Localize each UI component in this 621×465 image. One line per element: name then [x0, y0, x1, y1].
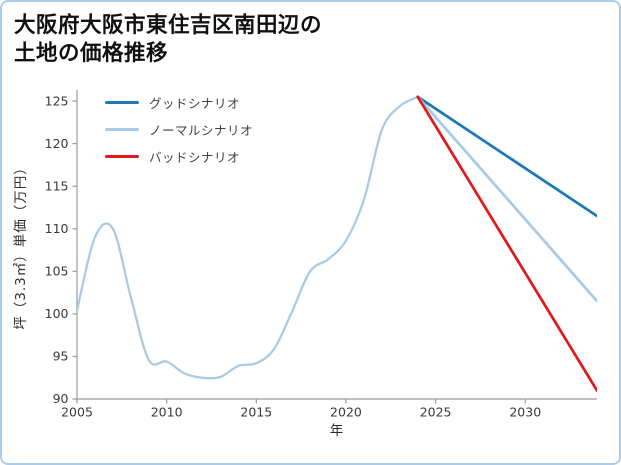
series-line-good-scenario	[416, 95, 597, 218]
y-axis-label: 坪（3.3㎡）単価（万円）	[13, 160, 29, 329]
legend-line-sample	[105, 155, 139, 158]
x-tick-label: 2010	[151, 405, 183, 420]
legend-line-sample	[105, 128, 139, 131]
y-tick-label: 125	[45, 93, 69, 108]
series-layer	[77, 95, 597, 392]
y-tick-label: 115	[45, 178, 69, 193]
series-line-history	[77, 95, 419, 380]
legend-line-sample	[105, 101, 139, 104]
legend-item: ノーマルシナリオ	[105, 121, 253, 138]
y-tick-label: 90	[53, 391, 69, 406]
legend-item: グッドシナリオ	[105, 94, 253, 111]
chart-title-line2: 土地の価格推移	[14, 40, 169, 66]
y-tick-label: 95	[53, 349, 69, 364]
chart-title: 大阪府大阪市東住吉区南田辺の 土地の価格推移	[14, 12, 322, 68]
series-line-bad-scenario	[416, 95, 597, 392]
series-line-normal-scenario	[416, 95, 597, 303]
y-tick-label: 120	[45, 136, 69, 151]
y-tick-label: 110	[45, 221, 69, 236]
chart-legend: グッドシナリオ ノーマルシナリオ バッドシナリオ	[105, 94, 253, 165]
x-tick-label: 2020	[330, 405, 362, 420]
x-tick-label: 2025	[420, 405, 452, 420]
legend-item: バッドシナリオ	[105, 148, 253, 165]
legend-label: グッドシナリオ	[149, 96, 241, 111]
axes-layer: 90 95 100 105 110 115 120 125 2005 2010 2015 2020 20…	[45, 90, 597, 420]
x-tick-label: 2015	[240, 405, 272, 420]
y-tick-label: 100	[45, 306, 69, 321]
x-axis-label: 年	[330, 423, 345, 439]
legend-label: ノーマルシナリオ	[149, 123, 254, 138]
y-tick-label: 105	[45, 264, 69, 279]
x-tick-label: 2030	[509, 405, 541, 420]
chart-title-line1: 大阪府大阪市東住吉区南田辺の	[14, 13, 323, 38]
legend-label: バッドシナリオ	[149, 150, 241, 165]
x-tick-label: 2005	[61, 405, 93, 420]
